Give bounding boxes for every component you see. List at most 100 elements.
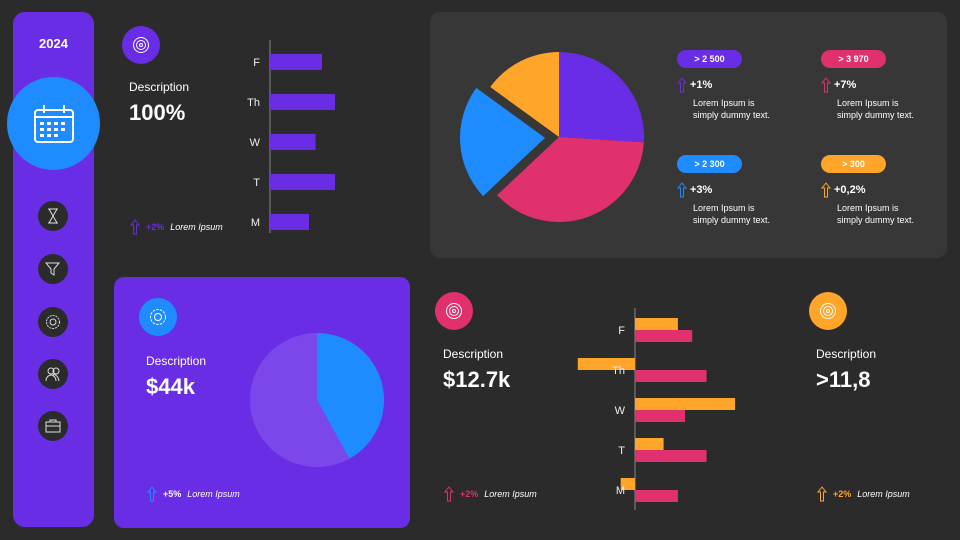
arrow-up-icon [816, 486, 828, 502]
stat-change-row: +0,2% [820, 182, 937, 198]
bar [635, 450, 707, 462]
filter-button[interactable] [38, 254, 68, 284]
pie-slice [250, 333, 350, 467]
stat-badge: > 2 500 [677, 50, 742, 68]
stat-text: Lorem Ipsum is simply dummy text. [693, 97, 793, 121]
bar [270, 54, 322, 70]
stat-text-line: simply dummy text. [693, 110, 771, 120]
stat-badge: > 3 970 [821, 50, 886, 68]
bar [635, 438, 664, 450]
bar [635, 398, 736, 410]
stat-text: Lorem Ipsum is simply dummy text. [837, 202, 937, 226]
stat-text-line: Lorem Ipsum is [837, 203, 899, 213]
stat-text-line: Lorem Ipsum is [837, 98, 899, 108]
stat-change: +0,2% [834, 184, 866, 196]
card4-description: Description [816, 347, 877, 361]
tick-label: M [251, 217, 260, 229]
users-icon [45, 367, 60, 382]
stat-block: > 3 970 +7% Lorem Ipsum is simply dummy … [820, 50, 937, 121]
calendar-icon [33, 104, 74, 143]
card3-description: Description [443, 347, 504, 361]
card4-footer: +2% Lorem Ipsum [816, 486, 910, 502]
stat-text-line: Lorem Ipsum is [693, 98, 755, 108]
stat-text-line: Lorem Ipsum is [693, 203, 755, 213]
arrow-up-icon [443, 486, 455, 502]
stat-block: > 300 +0,2% Lorem Ipsum is simply dummy … [820, 155, 937, 226]
card2-description: Description [146, 354, 207, 368]
arrow-up-icon [129, 219, 141, 235]
bar-chart-days: F Th W T M [247, 40, 335, 233]
filter-icon [44, 262, 61, 276]
bar [270, 94, 335, 110]
gear-icon [46, 315, 60, 329]
gear-button[interactable] [38, 307, 68, 337]
calendar-button[interactable] [7, 77, 100, 170]
card3-footer: +2% Lorem Ipsum [443, 486, 537, 502]
tick-label: F [618, 325, 625, 337]
arrow-up-icon [676, 182, 688, 198]
briefcase-icon [45, 419, 61, 433]
bar [635, 318, 678, 330]
pie-slice [497, 137, 644, 222]
stat-change: +3% [690, 184, 713, 196]
card4-label: Lorem Ipsum [857, 489, 910, 499]
arrow-up-icon [820, 182, 832, 198]
card2-label: Lorem Ipsum [187, 489, 240, 499]
card3-change: +2% [460, 489, 479, 499]
tick-label: Th [247, 97, 260, 109]
tick-label: T [253, 177, 260, 189]
bar-chart-comparison: F Th W T M [577, 308, 736, 510]
card2-value: $44k [146, 374, 195, 399]
tick-label: F [253, 57, 260, 69]
card1-label: Lorem Ipsum [170, 222, 223, 232]
card3-label: Lorem Ipsum [484, 489, 537, 499]
tick-label: T [618, 445, 625, 457]
pie-slice [490, 52, 559, 137]
stat-text-line: simply dummy text. [837, 215, 915, 225]
card1-change: +2% [146, 222, 165, 232]
bar [270, 174, 335, 190]
stat-change-row: +7% [820, 77, 937, 93]
stat-text-line: simply dummy text. [693, 215, 771, 225]
bar [620, 478, 635, 490]
bar [270, 214, 309, 230]
sidebar: 2024 [7, 12, 100, 527]
bar [635, 330, 693, 342]
card2-footer: +5% Lorem Ipsum [146, 486, 240, 502]
pie-slice [559, 52, 644, 143]
stat-change-row: +3% [676, 182, 793, 198]
arrow-up-icon [146, 486, 158, 502]
tick-label: W [615, 405, 626, 417]
card1-description: Description [129, 80, 190, 94]
stat-badge: > 2 300 [677, 155, 742, 173]
tick-label: W [250, 137, 261, 149]
card2-change: +5% [163, 489, 182, 499]
stat-text: Lorem Ipsum is simply dummy text. [693, 202, 793, 226]
card1-value: 100% [129, 100, 186, 125]
card1-footer: +2% Lorem Ipsum [129, 219, 223, 235]
bar [635, 490, 678, 502]
hourglass-button[interactable] [38, 201, 68, 231]
card3-value: $12.7k [443, 367, 511, 392]
pie-chart-stats [460, 52, 644, 222]
stat-badge: > 300 [821, 155, 886, 173]
gear-icon [139, 298, 177, 336]
card4-change: +2% [833, 489, 852, 499]
stat-change: +7% [834, 79, 857, 91]
bar [577, 358, 635, 370]
target-icon [809, 292, 847, 330]
stat-block: > 2 500 +1% Lorem Ipsum is simply dummy … [676, 50, 793, 121]
briefcase-button[interactable] [38, 411, 68, 441]
stat-text-line: simply dummy text. [837, 110, 915, 120]
pie-slice [460, 87, 546, 197]
bar [635, 410, 686, 422]
stat-change-row: +1% [676, 77, 793, 93]
bar [270, 134, 316, 150]
tick-label: Th [612, 365, 625, 377]
target-icon [435, 292, 473, 330]
arrow-up-icon [676, 77, 688, 93]
tick-label: M [616, 485, 625, 497]
stat-text: Lorem Ipsum is simply dummy text. [837, 97, 937, 121]
year-label: 2024 [39, 36, 68, 51]
users-button[interactable] [38, 359, 68, 389]
